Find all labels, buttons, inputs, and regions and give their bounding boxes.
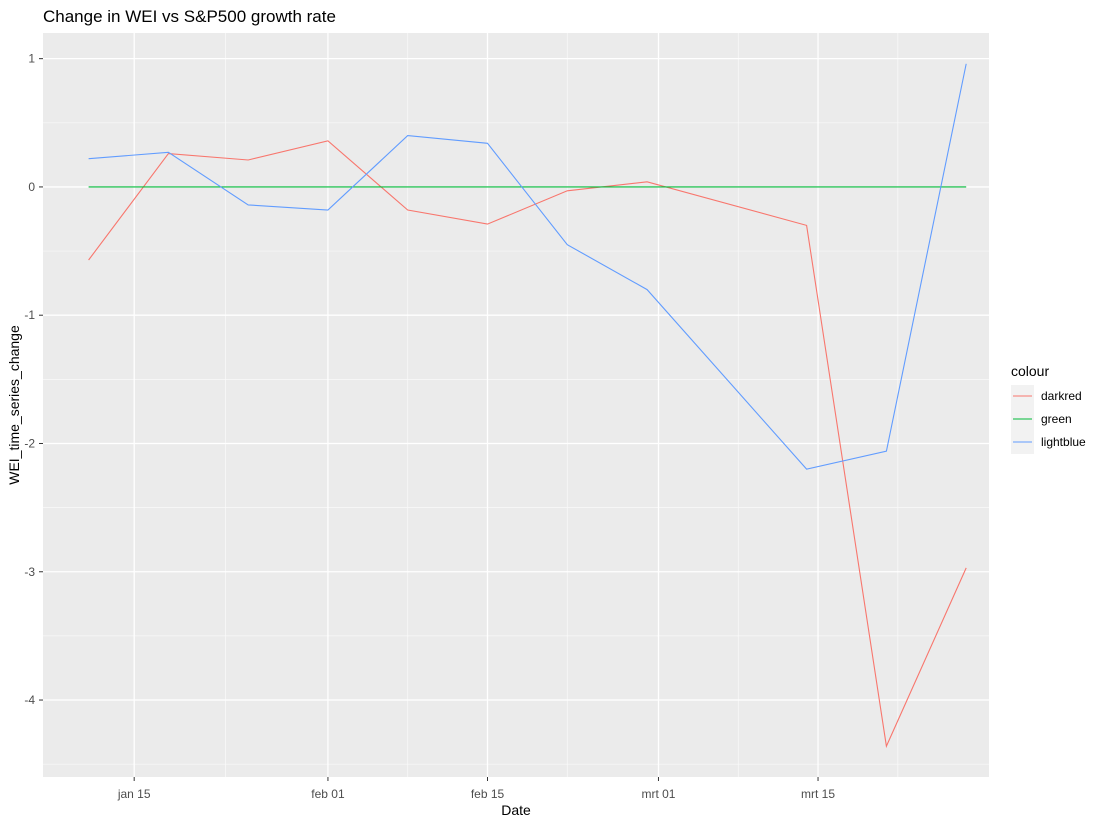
- y-tick-label: -4: [24, 693, 35, 707]
- legend-title: colour: [1011, 363, 1049, 379]
- series-line-lightblue: [88, 63, 967, 470]
- x-axis-title: Date: [501, 802, 531, 818]
- y-axis-title: WEI_time_series_change: [6, 325, 22, 485]
- series-lines: [88, 63, 967, 749]
- x-tick-label: feb 15: [471, 787, 505, 801]
- legend-label-lightblue: lightblue: [1041, 435, 1086, 449]
- legend-label-darkred: darkred: [1041, 389, 1082, 403]
- x-tick-label: mrt 01: [641, 787, 675, 801]
- x-tick-label: jan 15: [117, 787, 151, 801]
- y-tick-label: -3: [24, 565, 35, 579]
- y-tick-label: -2: [24, 436, 35, 450]
- x-axis: jan 15 feb 01 feb 15 mrt 01 mrt 15: [117, 777, 835, 801]
- y-tick-label: -1: [24, 308, 35, 322]
- plot-panel: [43, 33, 989, 777]
- chart-title: Change in WEI vs S&P500 growth rate: [43, 7, 336, 26]
- x-tick-label: mrt 15: [801, 787, 835, 801]
- y-tick-label: 0: [28, 180, 35, 194]
- x-tick-label: feb 01: [311, 787, 345, 801]
- legend: colour darkred green lightblue: [1011, 363, 1086, 454]
- series-line-darkred: [88, 140, 967, 749]
- legend-label-green: green: [1041, 412, 1072, 426]
- y-axis: 1 0 -1 -2 -3 -4: [24, 52, 43, 707]
- minor-gridlines: [43, 33, 989, 777]
- y-tick-label: 1: [28, 52, 35, 66]
